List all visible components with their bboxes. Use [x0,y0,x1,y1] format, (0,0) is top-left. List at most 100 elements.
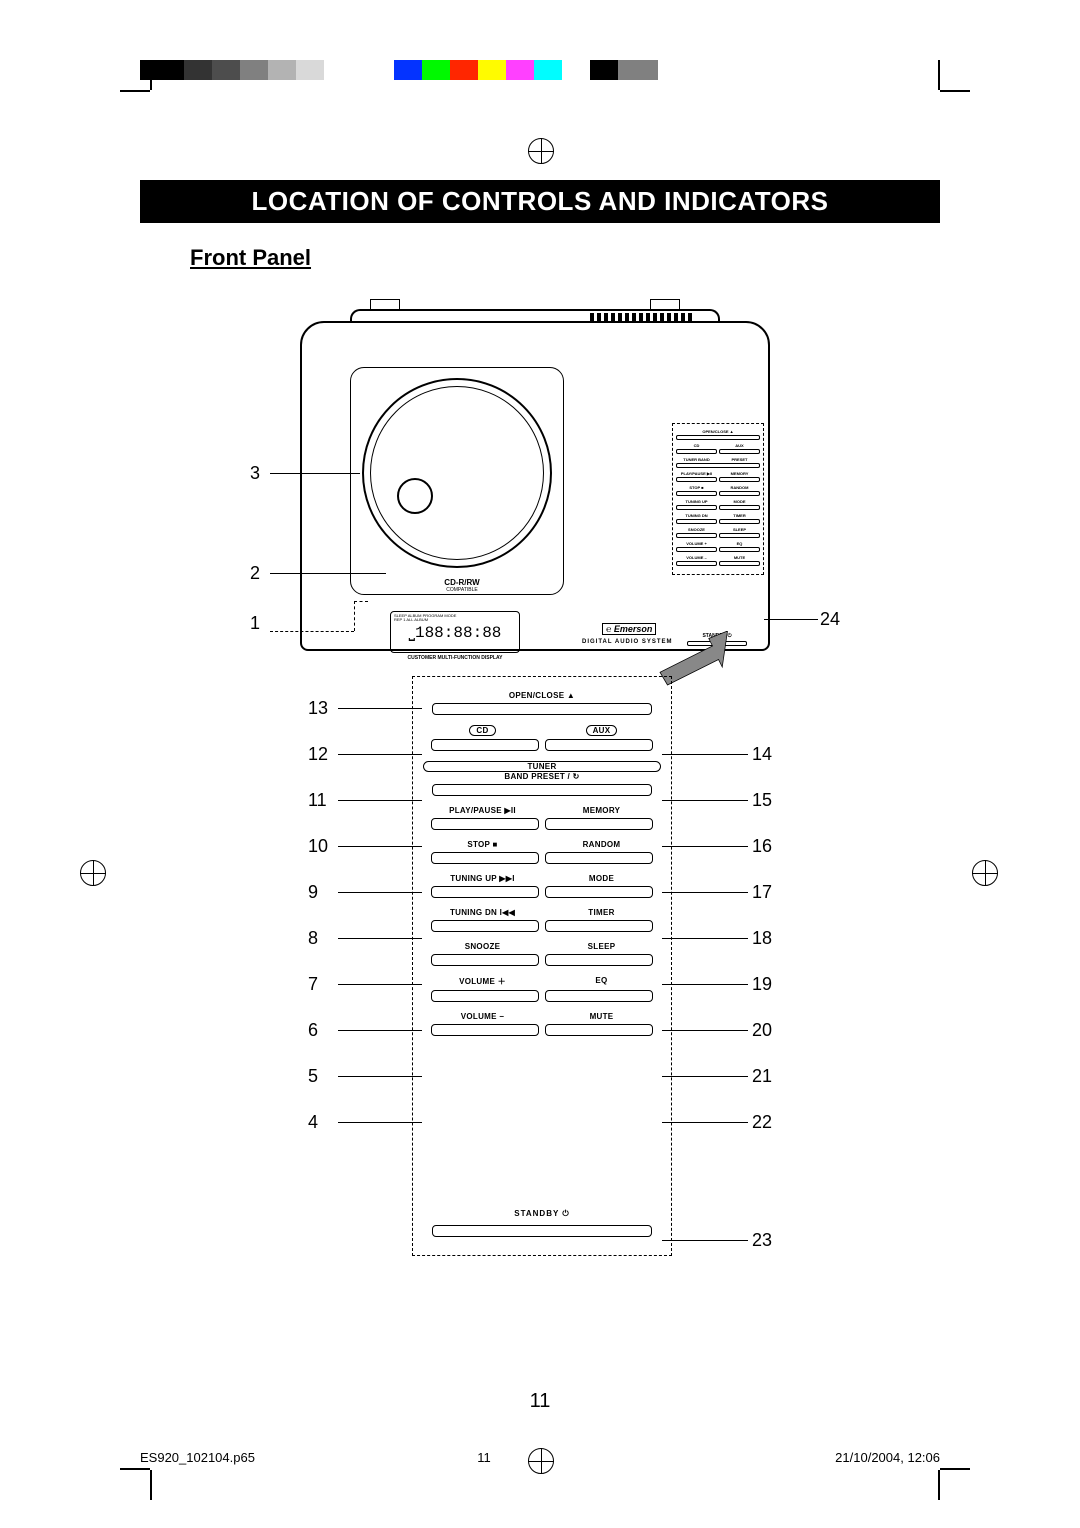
panel-button [545,818,653,830]
mini-button-row [676,533,760,538]
mini-row-labels: STOP ■RANDOM [676,485,760,490]
callout-number: 11 [308,790,327,811]
mini-label: SLEEP [719,527,760,532]
leader-line [338,892,422,893]
mini-button [676,547,717,552]
cd-ring [370,386,544,560]
mini-button [676,533,717,538]
panel-row: VOLUME ＋EQ [423,976,661,1002]
panel-button [431,1024,539,1036]
mini-row-labels: TUNER BANDPRESET [676,457,760,462]
panel-label: CD [423,725,542,736]
registration-mark-icon [972,860,998,886]
mini-button [676,463,760,468]
mini-button-row [676,477,760,482]
panel-button [431,990,539,1002]
panel-row-labels: TUNER BAND PRESET / ↻ [423,761,661,781]
lcd-digits: ⎵188:88:88 [394,625,516,643]
colorbar-segment [240,60,268,80]
panel-label: OPEN/CLOSE ▲ [423,691,661,700]
callout-number: 18 [752,928,772,949]
crop-mark [930,1460,970,1500]
panel-row: PLAY/PAUSE ▶IIMEMORY [423,806,661,830]
leader-line [338,1122,422,1123]
mini-button [719,561,760,566]
panel-button [431,852,539,864]
callout-number: 5 [308,1066,318,1087]
callout-number: 2 [250,563,260,584]
colorbar-segment [140,60,184,80]
mini-row-labels: TUNING UPMODE [676,499,760,504]
panel-button [545,852,653,864]
panel-row-labels: TUNING UP ▶▶IMODE [423,874,661,883]
mini-label: CD [676,443,717,448]
colorbar-segment [184,60,212,80]
callout-number: 3 [250,463,260,484]
mini-label: TIMER [719,513,760,518]
mini-button [676,449,717,454]
mini-button [676,519,717,524]
callout-number: 14 [752,744,772,765]
callout-number: 7 [308,974,318,995]
panel-button-row [423,920,661,932]
mini-label: STOP ■ [676,485,717,490]
mini-label: RANDOM [719,485,760,490]
panel-label: TUNING DN I◀◀ [423,908,542,917]
leader-line [662,1122,748,1123]
mini-row-labels: OPEN/CLOSE ▲ [676,429,760,434]
leader-line [662,1030,748,1031]
colorbar-segment [394,60,422,80]
mini-button [676,505,717,510]
callout-number: 24 [820,609,840,630]
panel-button-row [423,886,661,898]
mini-button [719,547,760,552]
leader-line [662,754,748,755]
callout-number: 22 [752,1112,772,1133]
lcd-caption: CUSTOMER MULTI-FUNCTION DISPLAY [390,655,520,661]
callout-number: 6 [308,1020,318,1041]
panel-label-pill: CD [469,725,495,736]
callout-number: 9 [308,882,318,903]
mini-label: TUNING DN [676,513,717,518]
colorbar-segment [534,60,562,80]
colorbar-segment [478,60,506,80]
footer-filename: ES920_102104.p65 [140,1450,404,1465]
panel-label: MUTE [542,1012,661,1021]
panel-row: TUNING DN I◀◀TIMER [423,908,661,932]
mini-button-row [676,519,760,524]
device-illustration: CD-R/RW COMPATIBLE SLEEP ALBUM PROGRAM M… [300,291,770,651]
mini-button-row [676,505,760,510]
cd-sublabel-text: COMPATIBLE [422,588,502,594]
callout-number: 19 [752,974,772,995]
callout-number: 15 [752,790,772,811]
mini-label: AUX [719,443,760,448]
panel-button [432,703,652,715]
mini-label: OPEN/CLOSE ▲ [676,429,760,434]
mini-button [676,491,717,496]
panel-label-pill: AUX [586,725,618,736]
leader-line [764,619,818,620]
callout-number: 21 [752,1066,772,1087]
mini-label: MODE [719,499,760,504]
leader-line [338,754,422,755]
diagram: CD-R/RW COMPATIBLE SLEEP ALBUM PROGRAM M… [140,281,940,1281]
panel-row-labels: TUNING DN I◀◀TIMER [423,908,661,917]
mini-button-panel: OPEN/CLOSE ▲CDAUXTUNER BANDPRESETPLAY/PA… [672,423,764,575]
panel-row-labels: CD AUX [423,725,661,736]
mini-row-labels: VOLUME –MUTE [676,555,760,560]
registration-mark-icon [80,860,106,886]
mini-button [719,505,760,510]
cd-label-text: CD-R/RW [444,578,479,587]
panel-row: CD AUX [423,725,661,751]
footer: ES920_102104.p65 11 21/10/2004, 12:06 [140,1450,940,1465]
mini-label: TUNING UP [676,499,717,504]
panel-row-labels: SNOOZESLEEP [423,942,661,951]
panel-button [545,886,653,898]
callout-number: 4 [308,1112,318,1133]
leader-line [338,800,422,801]
mini-button-row [676,491,760,496]
callout-number: 16 [752,836,772,857]
panel-row: VOLUME −MUTE [423,1012,661,1036]
leader-line [270,631,354,632]
panel-row: SNOOZESLEEP [423,942,661,966]
